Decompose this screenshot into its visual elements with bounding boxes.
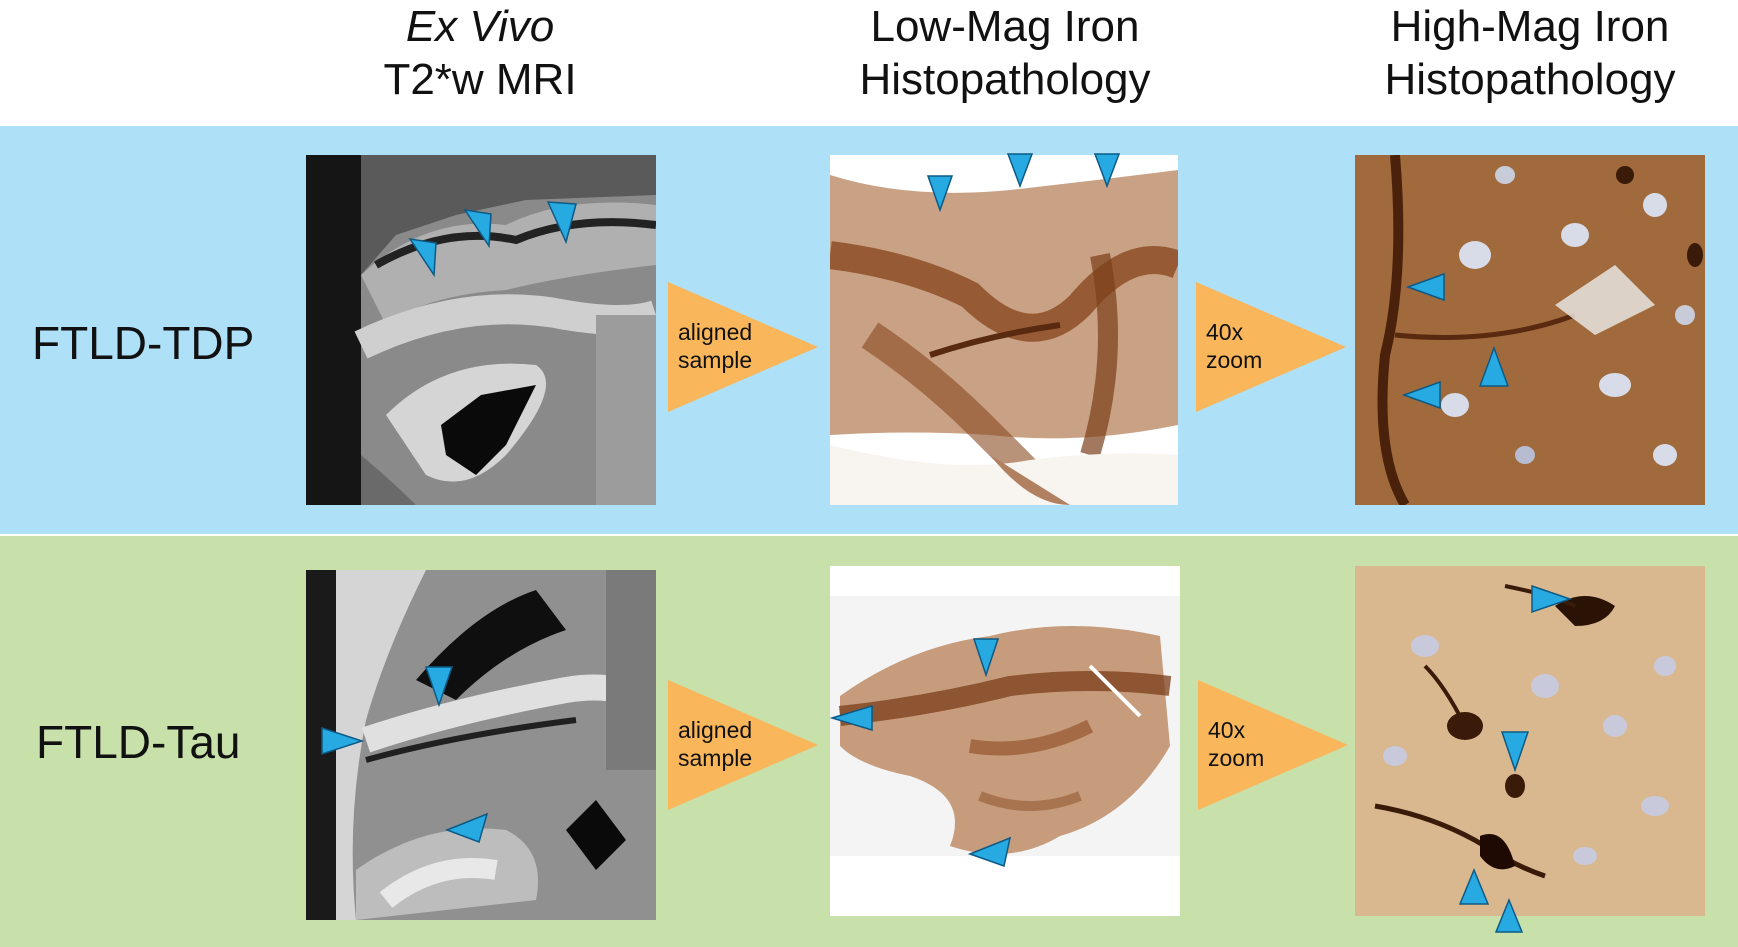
row-label-tdp: FTLD-TDP [32,317,255,369]
low-mag-marker-tdp-3 [1093,153,1121,188]
low-mag-image-tdp [830,155,1178,505]
mri-marker-tau-3 [445,812,489,843]
high-mag-marker-tdp-3 [1478,346,1510,387]
high-mag-marker-tau-3 [1458,868,1490,905]
header-mri: Ex Vivo T2*w MRI [330,0,630,106]
arrow-label-aligned-tau-2: sample [678,745,753,771]
low-mag-image-tau [830,566,1180,916]
zoom-arrow-tdp: 40x zoom [1196,282,1346,412]
aligned-sample-arrow-tdp: aligned sample [668,282,818,412]
high-mag-marker-tau-4 [1494,898,1524,933]
arrow-label-zoom-tau-1: 40x [1208,717,1246,743]
mri-marker-tdp-1 [408,237,437,277]
header-low-line2: Histopathology [859,55,1151,104]
low-mag-marker-tau-3 [968,836,1012,867]
high-mag-image-tau [1355,566,1705,916]
header-high-line1: High-Mag Iron [1390,2,1670,51]
mri-marker-tdp-3 [546,201,577,244]
high-mag-marker-tau-1 [1531,584,1572,614]
low-mag-marker-tdp-2 [1006,153,1034,188]
mri-marker-tdp-2 [463,208,492,248]
high-mag-marker-tdp-2 [1402,380,1441,410]
high-mag-marker-tau-2 [1500,731,1530,772]
low-mag-marker-tdp-1 [926,175,954,212]
low-mag-marker-tau-1 [972,638,1000,677]
mri-marker-tau-2 [321,726,364,756]
header-mri-line2: T2*w MRI [383,55,577,104]
high-mag-image-tdp [1355,155,1705,505]
mri-marker-tau-1 [424,666,454,707]
header-low-line1: Low-Mag Iron [870,2,1140,51]
header-low-mag: Low-Mag Iron Histopathology [810,0,1200,106]
zoom-arrow-tau: 40x zoom [1198,680,1348,810]
header-mri-line1: Ex Vivo [405,2,555,51]
header-high-line2: Histopathology [1384,55,1676,104]
low-mag-marker-tau-2 [830,704,873,732]
header-high-mag: High-Mag Iron Histopathology [1335,0,1725,106]
row-label-tau: FTLD-Tau [36,716,241,768]
arrow-label-zoom-tdp-2: zoom [1206,347,1263,373]
arrow-label-aligned-tdp-1: aligned [678,319,753,345]
mri-image-tau [306,570,656,920]
aligned-sample-arrow-tau: aligned sample [668,680,818,810]
arrow-label-aligned-tdp-2: sample [678,347,753,373]
arrow-label-aligned-tau-1: aligned [678,717,753,743]
arrow-label-zoom-tdp-1: 40x [1206,319,1244,345]
arrow-label-zoom-tau-2: zoom [1208,745,1265,771]
high-mag-marker-tdp-1 [1406,272,1445,302]
